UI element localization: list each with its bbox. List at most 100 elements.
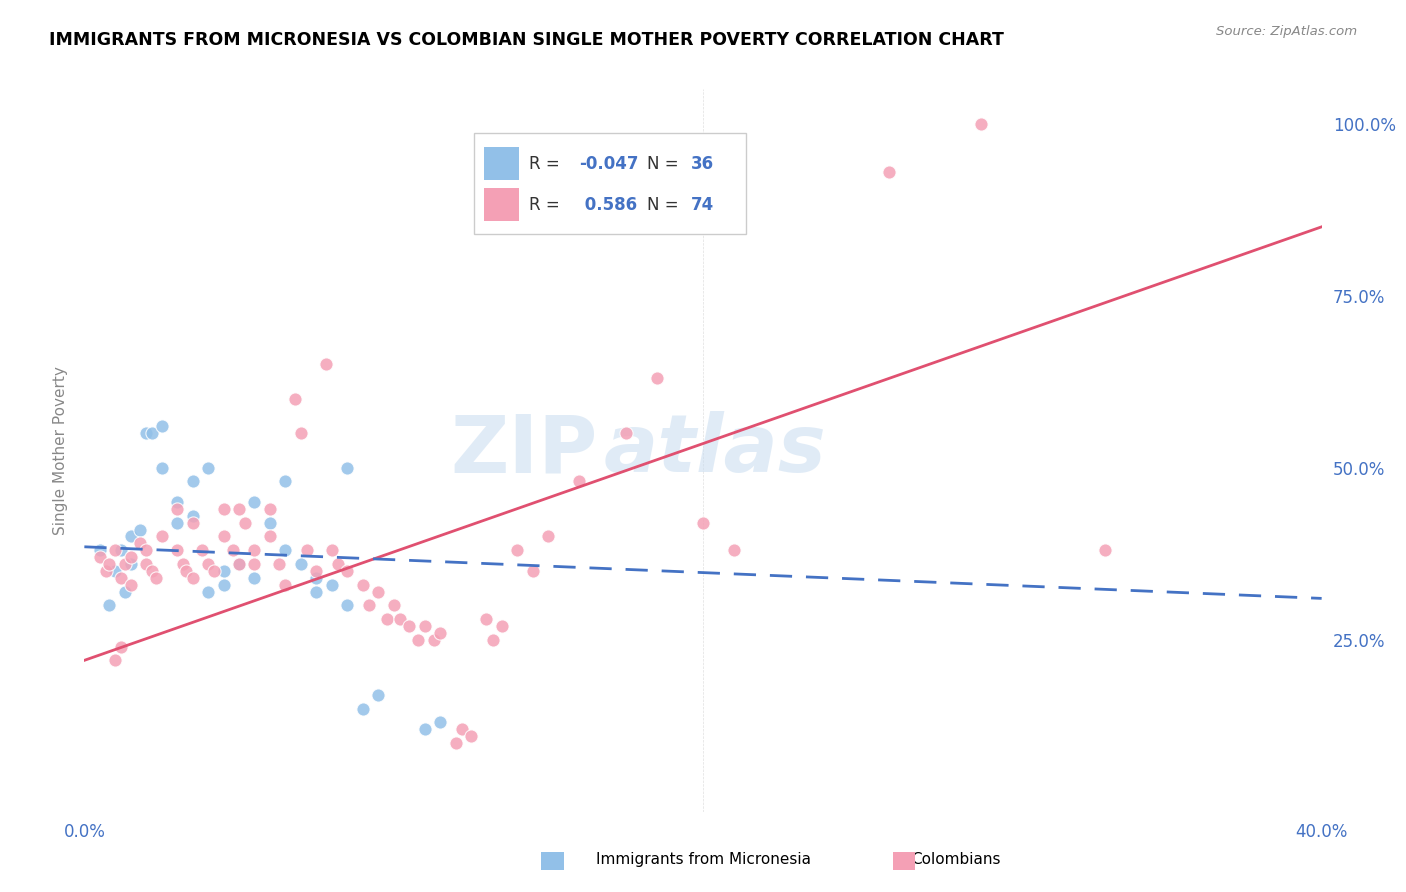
Point <box>614 426 637 441</box>
Point <box>129 523 152 537</box>
Point <box>367 688 389 702</box>
Point <box>568 475 591 489</box>
Point <box>120 550 142 565</box>
Point <box>120 557 142 571</box>
Point <box>336 460 359 475</box>
Point <box>274 543 297 558</box>
Point <box>408 632 430 647</box>
Text: -0.047: -0.047 <box>579 154 638 173</box>
Point <box>89 543 111 558</box>
Point <box>181 508 204 523</box>
Point <box>110 543 132 558</box>
Bar <box>484 147 519 179</box>
Text: 74: 74 <box>690 196 714 214</box>
Point <box>491 619 513 633</box>
Point <box>305 564 328 578</box>
Text: R =: R = <box>529 154 565 173</box>
Text: ZIP: ZIP <box>450 411 598 490</box>
Point <box>367 584 389 599</box>
Point <box>352 577 374 591</box>
Point <box>423 632 446 647</box>
Point <box>274 475 297 489</box>
Point <box>120 577 142 591</box>
Text: N =: N = <box>647 154 685 173</box>
Text: N =: N = <box>647 196 685 214</box>
Point <box>150 460 173 475</box>
Point <box>398 619 420 633</box>
Point <box>129 536 152 550</box>
Text: Colombians: Colombians <box>911 853 1001 867</box>
Point <box>166 502 188 516</box>
Point <box>197 584 219 599</box>
Point <box>645 371 668 385</box>
Point <box>228 502 250 516</box>
Point <box>89 550 111 565</box>
Point <box>110 571 132 585</box>
Point <box>450 722 472 736</box>
Point <box>222 543 245 558</box>
Point <box>243 571 266 585</box>
Point <box>295 543 318 558</box>
Point <box>290 426 312 441</box>
Point <box>172 557 194 571</box>
Point <box>197 557 219 571</box>
Point <box>336 564 359 578</box>
Point <box>104 543 127 558</box>
Point <box>135 426 157 441</box>
Point <box>522 564 544 578</box>
Point <box>877 165 900 179</box>
Point <box>212 502 235 516</box>
Point <box>290 557 312 571</box>
Point <box>259 529 281 543</box>
Point <box>429 625 451 640</box>
Point <box>460 729 482 743</box>
Point <box>202 564 225 578</box>
Point <box>114 584 136 599</box>
Point <box>413 619 436 633</box>
Point <box>191 543 214 558</box>
Point <box>145 571 167 585</box>
Point <box>723 543 745 558</box>
Point <box>274 577 297 591</box>
Point <box>357 599 380 613</box>
Point <box>98 599 121 613</box>
Point <box>352 701 374 715</box>
Point <box>135 557 157 571</box>
Point <box>135 543 157 558</box>
Point <box>382 599 405 613</box>
Point <box>233 516 256 530</box>
Point <box>120 529 142 543</box>
Point <box>269 557 291 571</box>
Point <box>1094 543 1116 558</box>
Point <box>321 577 343 591</box>
Point <box>475 612 498 626</box>
Point <box>212 529 235 543</box>
Bar <box>484 188 519 220</box>
Point <box>537 529 560 543</box>
Point <box>181 475 204 489</box>
Point <box>243 557 266 571</box>
Text: 0.586: 0.586 <box>579 196 637 214</box>
Point <box>212 564 235 578</box>
Point <box>150 529 173 543</box>
Point <box>336 599 359 613</box>
Text: Source: ZipAtlas.com: Source: ZipAtlas.com <box>1216 25 1357 38</box>
Point <box>104 564 127 578</box>
Point <box>321 543 343 558</box>
Y-axis label: Single Mother Poverty: Single Mother Poverty <box>52 366 67 535</box>
Text: R =: R = <box>529 196 565 214</box>
Point <box>259 516 281 530</box>
Point <box>150 419 173 434</box>
Point <box>259 502 281 516</box>
Point <box>176 564 198 578</box>
Point <box>970 117 993 131</box>
Point <box>228 557 250 571</box>
Point <box>481 632 503 647</box>
Point <box>388 612 411 626</box>
Point <box>98 557 121 571</box>
Point <box>181 516 204 530</box>
Point <box>104 653 127 667</box>
Point <box>166 543 188 558</box>
Point <box>377 612 399 626</box>
Point <box>284 392 307 406</box>
